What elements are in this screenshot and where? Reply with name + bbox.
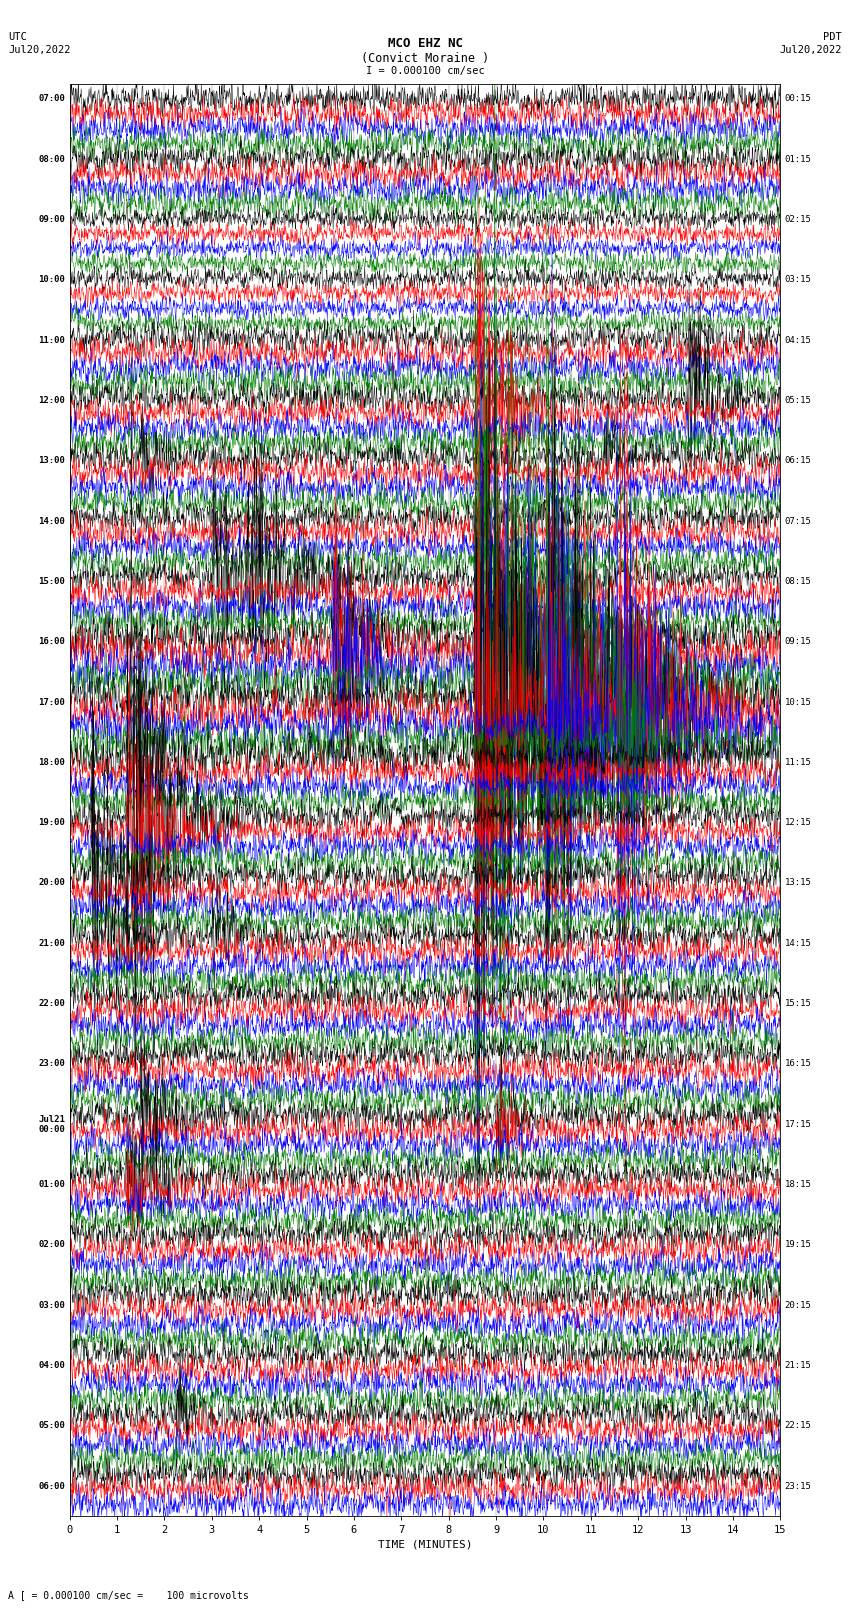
Text: 07:00: 07:00: [38, 95, 65, 103]
Text: 17:00: 17:00: [38, 697, 65, 706]
Text: I = 0.000100 cm/sec: I = 0.000100 cm/sec: [366, 66, 484, 76]
Text: 22:00: 22:00: [38, 998, 65, 1008]
Text: 08:15: 08:15: [785, 577, 812, 586]
Text: (Convict Moraine ): (Convict Moraine ): [361, 52, 489, 65]
Text: 05:00: 05:00: [38, 1421, 65, 1431]
Text: 08:00: 08:00: [38, 155, 65, 165]
Text: 12:15: 12:15: [785, 818, 812, 827]
Text: 07:15: 07:15: [785, 516, 812, 526]
Text: 13:15: 13:15: [785, 879, 812, 887]
Text: A [ = 0.000100 cm/sec =    100 microvolts: A [ = 0.000100 cm/sec = 100 microvolts: [8, 1590, 249, 1600]
Text: 03:15: 03:15: [785, 276, 812, 284]
Text: 10:00: 10:00: [38, 276, 65, 284]
Text: 12:00: 12:00: [38, 397, 65, 405]
Text: 18:00: 18:00: [38, 758, 65, 766]
Text: UTC
Jul20,2022: UTC Jul20,2022: [8, 32, 71, 55]
Text: 14:15: 14:15: [785, 939, 812, 948]
Text: 06:15: 06:15: [785, 456, 812, 465]
Text: MCO EHZ NC: MCO EHZ NC: [388, 37, 462, 50]
Text: 13:00: 13:00: [38, 456, 65, 465]
Text: 17:15: 17:15: [785, 1119, 812, 1129]
Text: 04:15: 04:15: [785, 336, 812, 345]
Text: 09:15: 09:15: [785, 637, 812, 647]
Text: 02:15: 02:15: [785, 215, 812, 224]
Text: 19:15: 19:15: [785, 1240, 812, 1250]
Text: 01:00: 01:00: [38, 1181, 65, 1189]
Text: 11:15: 11:15: [785, 758, 812, 766]
Text: 16:15: 16:15: [785, 1060, 812, 1068]
Text: 15:15: 15:15: [785, 998, 812, 1008]
Text: 19:00: 19:00: [38, 818, 65, 827]
Text: 15:00: 15:00: [38, 577, 65, 586]
Text: 21:15: 21:15: [785, 1361, 812, 1369]
Text: 04:00: 04:00: [38, 1361, 65, 1369]
Text: 00:15: 00:15: [785, 95, 812, 103]
Text: 09:00: 09:00: [38, 215, 65, 224]
Text: 03:00: 03:00: [38, 1300, 65, 1310]
Text: Jul21
00:00: Jul21 00:00: [38, 1115, 65, 1134]
Text: 23:15: 23:15: [785, 1482, 812, 1490]
Text: 21:00: 21:00: [38, 939, 65, 948]
Text: 18:15: 18:15: [785, 1181, 812, 1189]
Text: 10:15: 10:15: [785, 697, 812, 706]
Text: 11:00: 11:00: [38, 336, 65, 345]
Text: 16:00: 16:00: [38, 637, 65, 647]
Text: 14:00: 14:00: [38, 516, 65, 526]
X-axis label: TIME (MINUTES): TIME (MINUTES): [377, 1539, 473, 1550]
Text: 20:15: 20:15: [785, 1300, 812, 1310]
Text: 06:00: 06:00: [38, 1482, 65, 1490]
Text: 22:15: 22:15: [785, 1421, 812, 1431]
Text: 23:00: 23:00: [38, 1060, 65, 1068]
Text: PDT
Jul20,2022: PDT Jul20,2022: [779, 32, 842, 55]
Text: 05:15: 05:15: [785, 397, 812, 405]
Text: 20:00: 20:00: [38, 879, 65, 887]
Text: 02:00: 02:00: [38, 1240, 65, 1250]
Text: 01:15: 01:15: [785, 155, 812, 165]
